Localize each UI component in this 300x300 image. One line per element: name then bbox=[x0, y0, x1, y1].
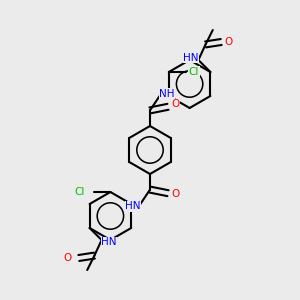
Text: O: O bbox=[171, 99, 179, 110]
Text: O: O bbox=[171, 189, 179, 200]
Text: HN: HN bbox=[125, 201, 141, 212]
Text: O: O bbox=[224, 37, 232, 47]
Text: HN: HN bbox=[101, 237, 117, 248]
Text: Cl: Cl bbox=[75, 187, 85, 197]
Text: NH: NH bbox=[159, 88, 175, 99]
Text: O: O bbox=[63, 253, 72, 263]
Text: HN: HN bbox=[183, 52, 199, 63]
Text: Cl: Cl bbox=[189, 67, 199, 77]
